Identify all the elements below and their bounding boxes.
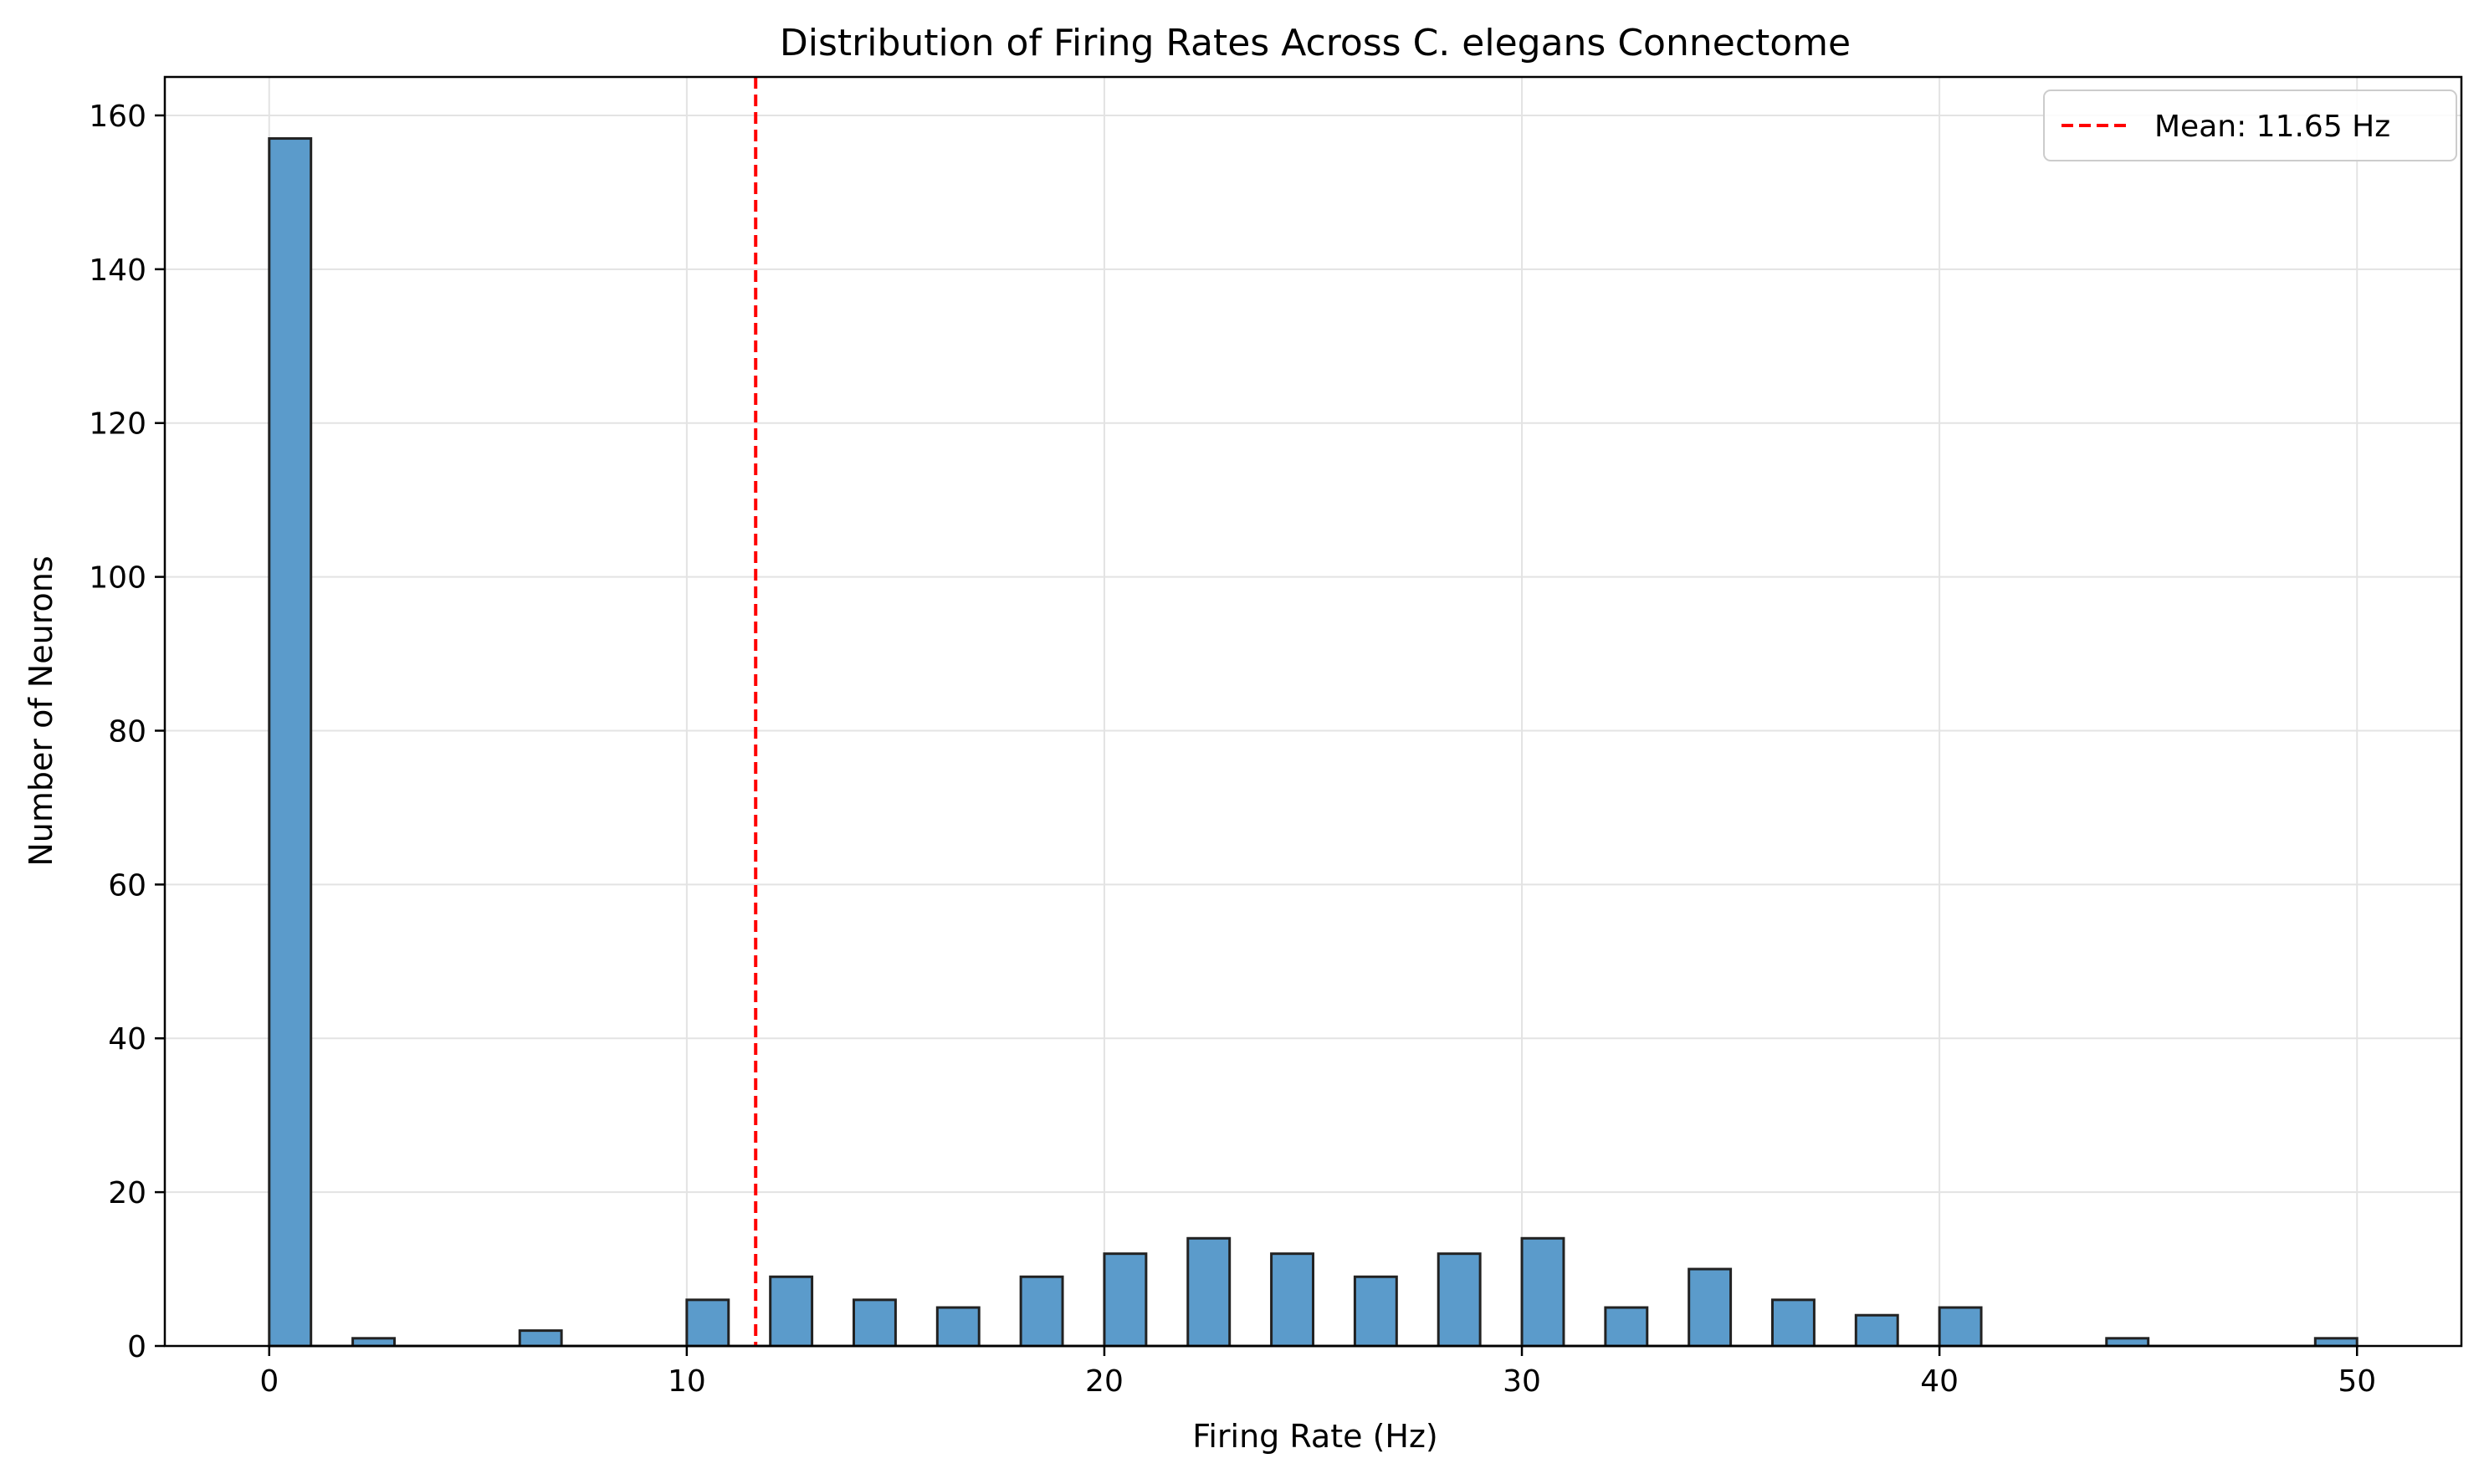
histogram-bar [685, 1298, 730, 1348]
y-tick-label: 100 [89, 561, 146, 596]
x-tick-label: 50 [2338, 1364, 2376, 1399]
y-tick-label: 120 [89, 407, 146, 442]
x-tick-label: 0 [259, 1364, 279, 1399]
x-tick-label: 10 [668, 1364, 706, 1399]
legend-mean-label: Mean: 11.65 Hz [2154, 110, 2390, 144]
x-axis-label: Firing Rate (Hz) [1192, 1418, 1438, 1455]
histogram-bar [1604, 1306, 1649, 1348]
y-tick-label: 160 [89, 100, 146, 134]
y-axis-label: Number of Neurons [23, 555, 59, 866]
y-tick-label: 20 [108, 1176, 146, 1210]
y-tick-label: 140 [89, 253, 146, 288]
histogram-bar [1103, 1252, 1148, 1348]
histogram-bar [935, 1306, 981, 1348]
chart-title: Distribution of Firing Rates Across C. e… [780, 22, 1851, 64]
y-tick-label: 40 [108, 1022, 146, 1057]
y-tick-label: 60 [108, 868, 146, 903]
y-tick-label: 80 [108, 714, 146, 749]
histogram-bars [268, 137, 2359, 1348]
ticks: 0 10 20 30 40 50 0 20 40 60 80 100 120 140 160 [89, 100, 2376, 1399]
histogram-bar [1938, 1306, 1983, 1348]
y-tick-label: 0 [127, 1330, 146, 1364]
histogram-bar [268, 137, 313, 1348]
grid-lines [165, 77, 2461, 1347]
histogram-bar [1771, 1298, 1816, 1348]
histogram-bar [853, 1298, 897, 1348]
histogram-bar [1270, 1252, 1315, 1348]
x-tick-label: 30 [1503, 1364, 1541, 1399]
histogram-bar [769, 1275, 814, 1348]
histogram-bar [1688, 1267, 1733, 1348]
x-tick-label: 20 [1085, 1364, 1124, 1399]
legend: Mean: 11.65 Hz [2043, 90, 2457, 161]
histogram-bar [1353, 1275, 1398, 1348]
histogram-bar [1854, 1313, 1899, 1348]
histogram-bar [1186, 1236, 1232, 1348]
x-tick-label: 40 [1920, 1364, 1959, 1399]
plot-frame [163, 75, 2463, 1348]
histogram-bar [1437, 1252, 1482, 1348]
histogram-bar [518, 1329, 563, 1348]
histogram-bar [1019, 1275, 1064, 1348]
legend-box [2043, 90, 2457, 161]
axes [163, 75, 2463, 1348]
histogram-bar [1520, 1236, 1565, 1348]
